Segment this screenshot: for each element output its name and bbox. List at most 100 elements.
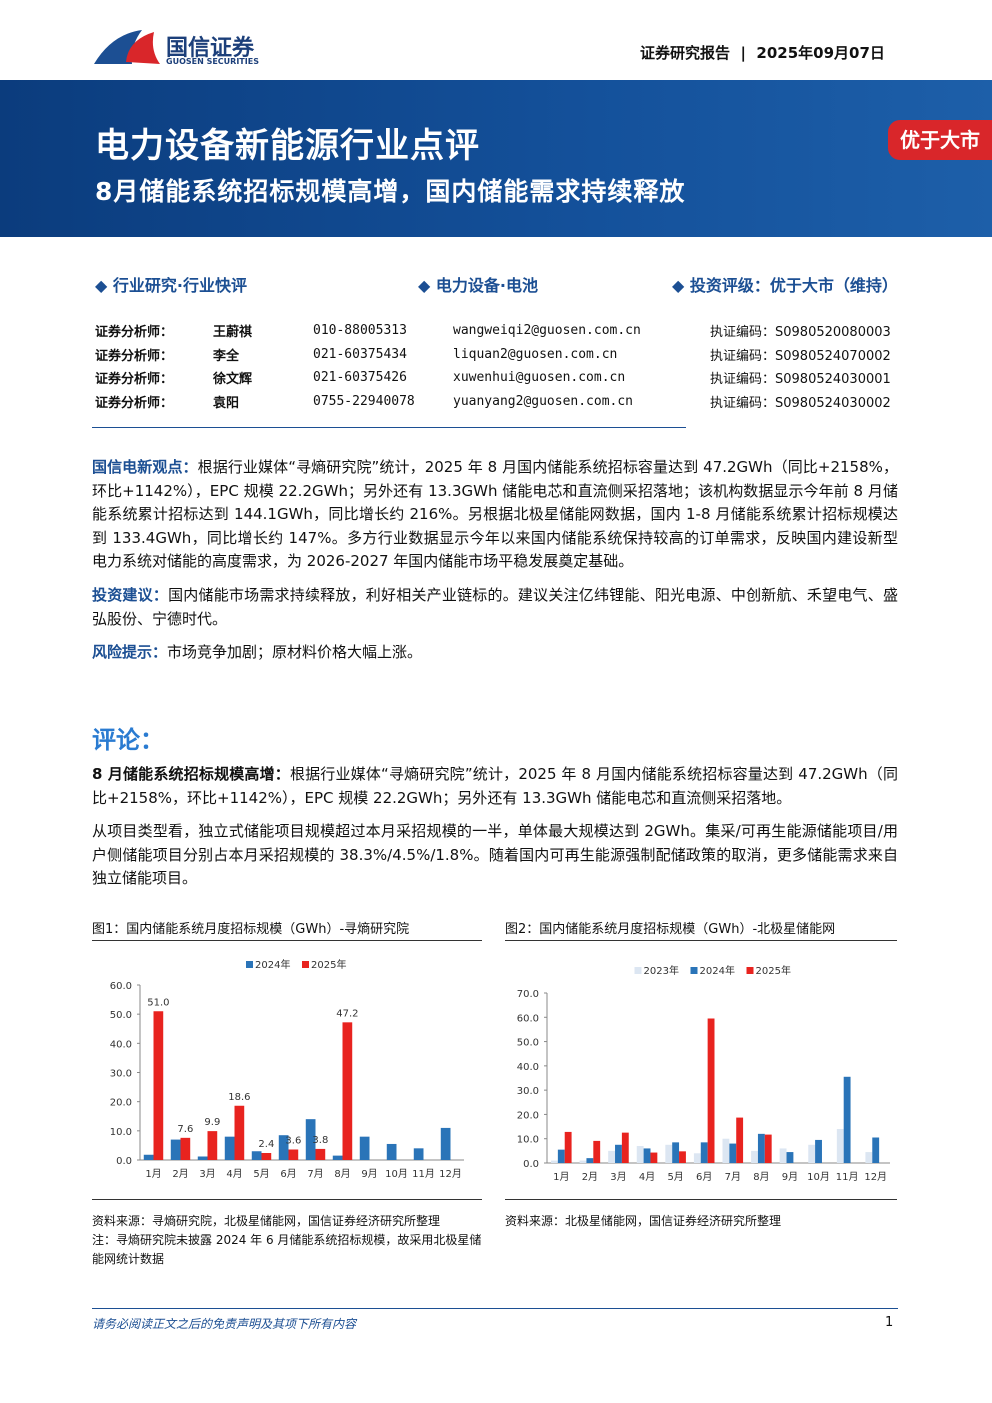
data-label: 51.0 [147,997,169,1008]
report-title: 电力设备新能源行业点评 [95,126,480,166]
bar [305,1119,316,1160]
x-tick-label: 8月 [334,1168,350,1180]
paragraph-text: 从项目类型看，独立式储能项目规模超过本月采招规模的一半，单体最大规模达到 2GW… [92,822,898,888]
y-tick-label: 20.0 [517,1110,539,1121]
bar [615,1144,622,1163]
legend-label: 2024年 [700,964,735,977]
analyst-cell: wangweiqi2@guosen.com.cn [453,323,641,339]
banner [0,80,992,237]
x-tick-label: 12月 [439,1168,462,1180]
data-label: 47.2 [336,1008,358,1019]
bar [315,1148,326,1160]
x-tick-label: 10月 [807,1171,830,1183]
paragraph-text: 市场竞争加剧；原材料价格大幅上涨。 [167,643,423,662]
bar [621,1132,629,1163]
bar [413,1148,424,1160]
source: 资料来源：寻熵研究院，北极星储能网，国信证券经济研究所整理 [92,1214,441,1228]
analyst-cell: 0755-22940078 [313,393,415,409]
bar [843,1076,851,1163]
bar [143,1154,154,1160]
x-tick-label: 5月 [253,1168,269,1180]
logo-mark [94,30,160,64]
y-tick-label: 10.0 [110,1127,132,1138]
data-label: 18.6 [228,1092,250,1103]
bar [872,1137,880,1163]
analyst-cell: 袁阳 [213,395,240,411]
x-tick-label: 11月 [836,1171,859,1183]
x-tick-label: 9月 [361,1168,377,1180]
company-name-en: GUOSEN SECURITIES [166,57,259,66]
y-tick-label: 60.0 [110,981,132,992]
bar [707,1018,715,1163]
x-tick-label: 6月 [696,1171,712,1183]
figure-source: 资料来源：北极星储能网，国信证券经济研究所整理 [505,1212,897,1231]
analyst-cell: 王蔚祺 [213,325,253,341]
figure-rule [505,1199,897,1200]
y-tick-label: 10.0 [517,1135,539,1146]
legend-label: 2024年 [255,958,290,971]
bar [650,1152,658,1163]
x-tick-label: 5月 [667,1171,683,1183]
bar [224,1136,235,1160]
tag: 电力设备·电池 [418,272,538,296]
x-tick-label: 7月 [307,1168,323,1180]
legend-swatch [690,967,698,974]
divider [92,427,686,428]
analyst-cell: 证券分析师： [95,372,174,388]
legend-swatch [246,961,253,968]
y-tick-label: 40.0 [517,1062,539,1073]
analyst-row: 证券分析师： 徐文辉 021-60375426 xuwenhui@guosen.com… [95,366,891,390]
bar [636,1146,644,1163]
note: 注：寻熵研究院未披露 2024 年 6 月储能系统招标规模，故采用北极星储能网统… [92,1233,482,1266]
paragraph: 从项目类型看，独立式储能项目规模超过本月采招规模的一半，单体最大规模达到 2GW… [92,820,898,891]
x-tick-label: 7月 [725,1171,741,1183]
analyst-cell: 李全 [213,348,240,364]
bar [700,1142,708,1163]
y-tick-label: 50.0 [110,1010,132,1021]
data-label: 3.6 [285,1136,301,1147]
x-tick-label: 3月 [199,1168,215,1180]
legend-swatch [302,961,309,968]
analyst-cell: 徐文辉 [213,372,253,388]
paragraph-lead: 投资建议： [92,585,169,604]
bar [808,1144,816,1163]
comment: 8 月储能系统招标规模高增：根据行业媒体“寻熵研究院”统计，2025 年 8 月… [92,763,898,901]
paragraph-text: 根据行业媒体“寻熵研究院”统计，2025 年 8 月国内储能系统招标容量达到 4… [92,458,898,571]
source: 资料来源：北极星储能网，国信证券经济研究所整理 [505,1214,782,1228]
analyst-cell: liquan2@guosen.com.cn [453,346,618,362]
x-tick-label: 1月 [553,1171,569,1183]
data-label: 9.9 [204,1117,220,1128]
bar [586,1158,594,1163]
analyst-cell: 010-88005313 [313,323,407,339]
y-tick-label: 50.0 [517,1038,539,1049]
analyst-cell: 021-60375426 [313,370,407,386]
x-tick-label: 3月 [610,1171,626,1183]
tag: 行业研究·行业快评 [95,272,247,296]
section-heading: 评论： [92,726,164,754]
bar [751,1150,758,1163]
x-tick-label: 6月 [280,1168,296,1180]
bar [288,1149,299,1160]
x-tick-label: 8月 [753,1171,769,1183]
analyst-cell: 执证编码：S0980524030001 [710,372,891,388]
bar [278,1135,289,1160]
bar [836,1129,844,1163]
analyst-cell: 证券分析师： [95,395,174,411]
data-label: 7.6 [177,1124,193,1135]
legend-label: 2025年 [311,958,346,971]
tag: 投资评级：优于大市（维持） [672,272,898,296]
analyst-cell: 证券分析师： [95,348,174,364]
bar [180,1137,191,1160]
bar [786,1152,794,1163]
paragraph: 风险提示：市场竞争加剧；原材料价格大幅上涨。 [92,641,898,665]
figure-rule [92,1199,482,1200]
bar [757,1133,765,1163]
disclaimer: 请务必阅读正文之后的免责声明及其项下所有内容 [92,1317,357,1331]
bar [643,1148,651,1163]
bar [815,1139,822,1163]
bar [557,1149,565,1163]
report-meta: 证券研究报告 | 2025年09月07日 [640,44,885,62]
chart: 0.0 10.0 20.0 30.0 40.0 50.0 60.0 70.0 1月 2月 3月 4月 5… [517,964,890,1183]
paragraph: 投资建议：国内储能市场需求持续释放，利好相关产业链标的。建议关注亿纬锂能、阳光电… [92,584,898,631]
